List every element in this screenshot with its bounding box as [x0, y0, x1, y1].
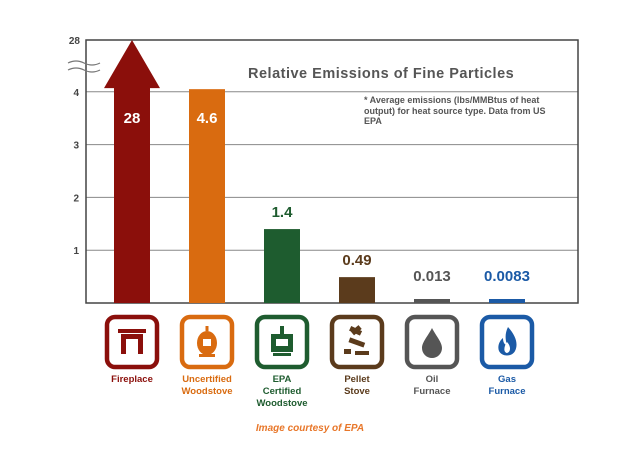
data-label-1: 4.6: [197, 110, 218, 127]
category-label-line: EPA: [272, 374, 292, 385]
bar-5: [489, 299, 525, 303]
chart-title: Relative Emissions of Fine Particles: [248, 66, 515, 82]
category-label-line: Pellet: [344, 374, 370, 385]
data-label-0: 28: [124, 110, 141, 127]
category-label: Fireplace: [87, 374, 177, 386]
bar-3: [339, 277, 375, 303]
category-label-line: Uncertified: [182, 374, 232, 385]
category-label: EPA Certified Woodstove: [237, 374, 327, 410]
data-label-3: 0.49: [342, 252, 371, 269]
bar-2: [264, 229, 300, 303]
pellets-icon: [344, 325, 369, 355]
category-label-line: Woodstove: [181, 386, 233, 397]
certified-woodstove-icon: [271, 326, 293, 356]
y-tick-label: 4: [73, 88, 79, 99]
y-tick-label: 3: [73, 141, 79, 152]
category-label-line: Certified: [262, 386, 302, 397]
category-label-line: Furnace: [488, 386, 526, 397]
category-label-line: Gas: [498, 374, 516, 385]
data-label-5: 0.0083: [484, 268, 530, 285]
category-label-line: Oil: [425, 374, 439, 385]
bar-arrow-0: [104, 40, 160, 303]
y-tick-label: 28: [69, 36, 81, 47]
category-label-line: Woodstove: [256, 398, 308, 409]
bar-1: [189, 89, 225, 303]
category-label-line: Stove: [344, 386, 370, 397]
woodstove-icon: [197, 326, 217, 357]
data-label-4: 0.013: [413, 268, 451, 285]
oil-drop-icon: [422, 328, 442, 358]
y-tick-label: 1: [73, 246, 79, 257]
y-tick-label: 2: [73, 193, 79, 204]
category-label-line: Fireplace: [111, 374, 153, 385]
gas-flame-icon: [498, 327, 517, 356]
category-label: Uncertified Woodstove: [162, 374, 252, 398]
category-label: Pellet Stove: [312, 374, 402, 398]
axis-break-mark: [67, 60, 101, 73]
category-label: Oil Furnace: [387, 374, 477, 398]
bar-4: [414, 299, 450, 303]
chart-note: * Average emissions (lbs/MMBtus of heat …: [364, 95, 546, 126]
data-label-2: 1.4: [272, 204, 294, 221]
category-label-line: Furnace: [413, 386, 451, 397]
image-credit: Image courtesy of EPA: [255, 423, 365, 434]
plot-frame: [85, 39, 579, 304]
category-label: Gas Furnace: [462, 374, 552, 398]
fireplace-icon: [118, 329, 146, 354]
